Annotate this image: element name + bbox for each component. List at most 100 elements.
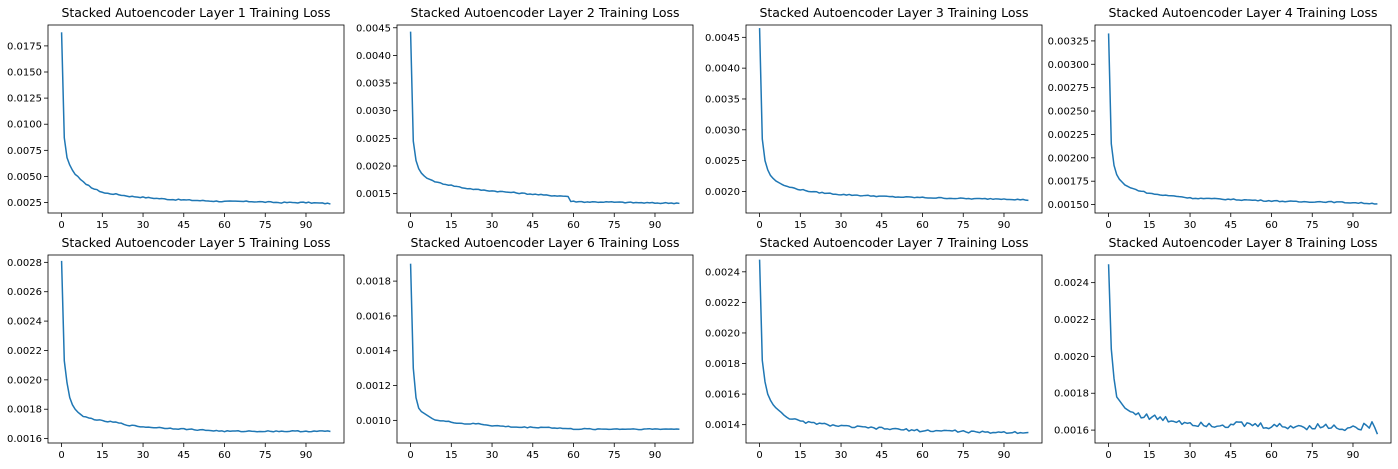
x-tick-label: 15 — [96, 220, 109, 231]
y-tick-label: 0.0020 — [705, 328, 740, 339]
y-tick-label: 0.0018 — [356, 277, 391, 288]
chart-panel-7: Stacked Autoencoder Layer 7 Training Los… — [705, 235, 1043, 461]
series-line — [409, 263, 680, 431]
y-tick-label: 0.0016 — [705, 390, 740, 401]
x-tick-label: 0 — [407, 220, 413, 231]
chart-title: Stacked Autoencoder Layer 1 Training Los… — [61, 5, 330, 20]
x-tick-label: 30 — [1184, 220, 1197, 231]
chart-title: Stacked Autoencoder Layer 2 Training Los… — [410, 5, 679, 20]
x-tick-label: 75 — [259, 450, 272, 461]
y-tick-label: 0.0018 — [705, 359, 740, 370]
y-tick-label: 0.0100 — [7, 120, 42, 131]
chart-title: Stacked Autoencoder Layer 8 Training Los… — [1108, 235, 1377, 250]
x-tick-label: 30 — [137, 220, 150, 231]
x-tick-label: 45 — [177, 220, 190, 231]
x-tick-label: 30 — [835, 450, 848, 461]
y-tick-label: 0.0012 — [356, 381, 391, 392]
y-tick-label: 0.0014 — [356, 346, 391, 357]
y-tick-label: 0.0035 — [705, 94, 740, 105]
y-tick-label: 0.0024 — [705, 267, 740, 278]
x-tick-label: 30 — [137, 450, 150, 461]
chart-panel-2: Stacked Autoencoder Layer 2 Training Los… — [356, 5, 694, 231]
x-tick-label: 0 — [756, 450, 762, 461]
x-tick-label: 60 — [567, 450, 580, 461]
y-tick-label: 0.0025 — [705, 156, 740, 167]
y-tick-label: 0.0022 — [1054, 315, 1089, 326]
x-tick-label: 60 — [1265, 450, 1278, 461]
x-tick-label: 0 — [58, 220, 64, 231]
x-tick-label: 60 — [1265, 220, 1278, 231]
chart-title: Stacked Autoencoder Layer 7 Training Los… — [759, 235, 1028, 250]
chart-panel-6: Stacked Autoencoder Layer 6 Training Los… — [356, 235, 694, 461]
x-tick-label: 0 — [407, 450, 413, 461]
y-tick-label: 0.0026 — [7, 287, 42, 298]
x-tick-label: 0 — [1105, 450, 1111, 461]
x-tick-label: 60 — [218, 450, 231, 461]
chart-panel-4: Stacked Autoencoder Layer 4 Training Los… — [1048, 5, 1392, 231]
y-tick-label: 0.0050 — [7, 172, 42, 183]
x-tick-label: 90 — [998, 220, 1011, 231]
y-tick-label: 0.0024 — [1054, 278, 1089, 289]
y-tick-label: 0.00200 — [1048, 153, 1089, 164]
x-tick-label: 45 — [526, 450, 539, 461]
chart-panel-8: Stacked Autoencoder Layer 8 Training Los… — [1054, 235, 1392, 461]
axes-frame — [396, 254, 694, 444]
x-tick-label: 90 — [649, 450, 662, 461]
series-line — [409, 31, 680, 205]
x-tick-label: 15 — [1143, 220, 1156, 231]
x-tick-label: 60 — [916, 220, 929, 231]
y-tick-label: 0.00275 — [1048, 83, 1089, 94]
y-tick-label: 0.0075 — [7, 146, 42, 157]
x-tick-label: 90 — [649, 220, 662, 231]
y-tick-label: 0.0035 — [356, 79, 391, 90]
x-tick-label: 75 — [259, 220, 272, 231]
axes-frame — [396, 24, 694, 214]
y-tick-label: 0.0020 — [7, 375, 42, 386]
y-tick-label: 0.0028 — [7, 258, 42, 269]
x-tick-label: 90 — [1347, 450, 1360, 461]
chart-panel-3: Stacked Autoencoder Layer 3 Training Los… — [705, 5, 1043, 231]
y-tick-label: 0.0020 — [356, 162, 391, 173]
y-tick-label: 0.00300 — [1048, 60, 1089, 71]
x-tick-label: 45 — [875, 220, 888, 231]
axes-frame — [47, 254, 345, 444]
x-tick-label: 75 — [957, 450, 970, 461]
x-tick-label: 75 — [957, 220, 970, 231]
x-tick-label: 0 — [756, 220, 762, 231]
y-tick-label: 0.0150 — [7, 68, 42, 79]
x-tick-label: 0 — [1105, 220, 1111, 231]
x-tick-label: 75 — [1306, 220, 1319, 231]
x-tick-label: 15 — [1143, 450, 1156, 461]
y-tick-label: 0.0018 — [1054, 389, 1089, 400]
y-tick-label: 0.00225 — [1048, 130, 1089, 141]
y-tick-label: 0.00150 — [1048, 200, 1089, 211]
chart-panel-5: Stacked Autoencoder Layer 5 Training Los… — [7, 235, 345, 461]
y-tick-label: 0.0020 — [705, 187, 740, 198]
x-tick-label: 90 — [300, 220, 313, 231]
x-tick-label: 60 — [567, 220, 580, 231]
x-tick-label: 45 — [526, 220, 539, 231]
chart-title: Stacked Autoencoder Layer 5 Training Los… — [61, 235, 330, 250]
y-tick-label: 0.0018 — [7, 405, 42, 416]
y-tick-label: 0.0040 — [705, 64, 740, 75]
series-line — [60, 32, 331, 205]
x-tick-label: 15 — [794, 220, 807, 231]
axes-frame — [745, 24, 1043, 214]
x-tick-label: 45 — [1224, 220, 1237, 231]
series-line — [60, 260, 331, 433]
x-tick-label: 90 — [1347, 220, 1360, 231]
y-tick-label: 0.0022 — [7, 346, 42, 357]
x-tick-label: 30 — [486, 450, 499, 461]
axes-frame — [47, 24, 345, 214]
y-tick-label: 0.0015 — [356, 189, 391, 200]
x-tick-label: 75 — [608, 450, 621, 461]
y-tick-label: 0.00175 — [1048, 177, 1089, 188]
x-tick-label: 30 — [486, 220, 499, 231]
x-tick-label: 45 — [1224, 450, 1237, 461]
chart-title: Stacked Autoencoder Layer 3 Training Los… — [759, 5, 1028, 20]
y-tick-label: 0.0014 — [705, 420, 740, 431]
x-tick-label: 15 — [445, 450, 458, 461]
x-tick-label: 75 — [1306, 450, 1319, 461]
y-tick-label: 0.0025 — [7, 198, 42, 209]
